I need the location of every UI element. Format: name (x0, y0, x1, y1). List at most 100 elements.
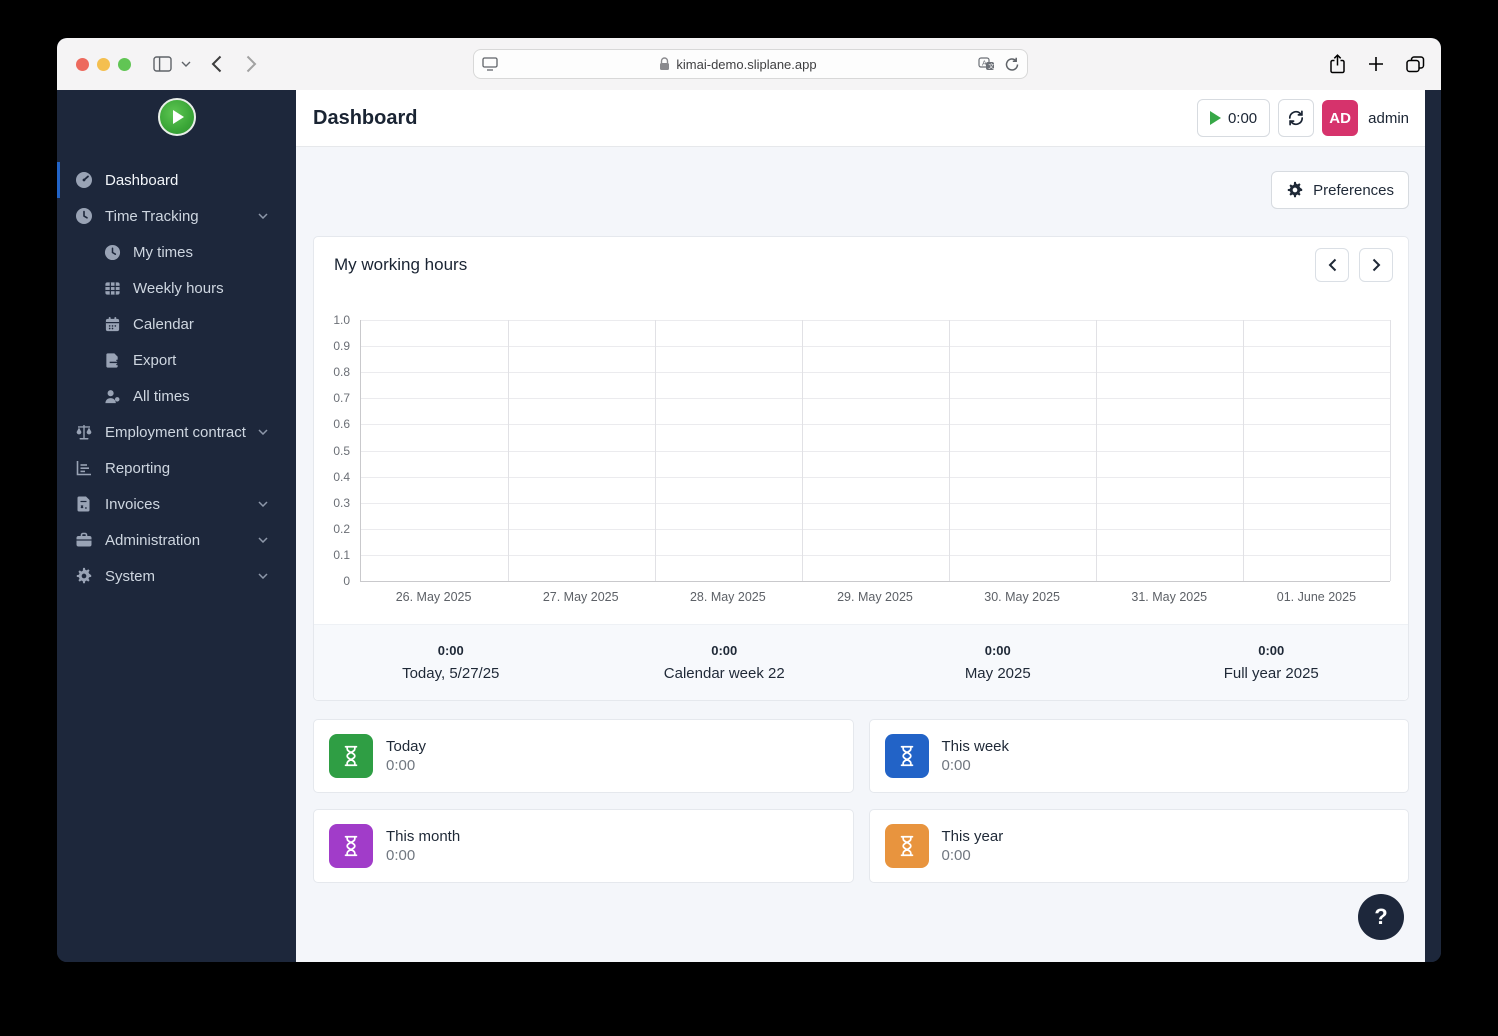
sidebar-item-calendar[interactable]: Calendar (57, 306, 296, 342)
chevron-down-icon (258, 537, 268, 543)
page-appearance-icon[interactable] (482, 57, 498, 71)
header-actions: 0:00 AD admin (1196, 99, 1409, 137)
new-tab-button[interactable] (1368, 56, 1384, 72)
sidebar-item-reporting[interactable]: Reporting (57, 450, 296, 486)
sidebar-item-system[interactable]: System (57, 558, 296, 594)
hourglass-icon (884, 824, 929, 868)
tab-overview-button[interactable] (1406, 55, 1425, 73)
sidebar: Dashboard Time Tracking My times (57, 90, 296, 962)
kimai-logo-icon[interactable] (157, 98, 196, 136)
gridline (654, 320, 656, 581)
window-controls (76, 57, 131, 71)
right-dark-strip (1425, 90, 1441, 962)
gridline (361, 450, 1390, 452)
summary-value: 0:00 (437, 643, 464, 658)
stat-label: This week (941, 738, 1010, 755)
timer-value: 0:00 (1227, 109, 1258, 127)
reload-icon[interactable] (1005, 57, 1019, 72)
sidebar-item-invoices[interactable]: Invoices (57, 486, 296, 522)
sidebar-item-weekly-hours[interactable]: Weekly hours (57, 270, 296, 306)
preferences-button[interactable]: Preferences (1271, 171, 1409, 209)
sidebar-item-all-times[interactable]: All times (57, 378, 296, 414)
gridline (507, 320, 509, 581)
preferences-row: Preferences (313, 171, 1409, 209)
sidebar-menu-chevron[interactable] (181, 61, 191, 67)
user-avatar[interactable]: AD (1322, 100, 1359, 136)
scale-icon (75, 423, 93, 441)
help-button[interactable]: ? (1358, 894, 1404, 940)
minimize-window-button[interactable] (97, 57, 110, 71)
gridline (361, 346, 1390, 348)
gridline (361, 398, 1390, 400)
next-period-button[interactable] (1359, 248, 1393, 282)
invoice-icon (75, 495, 93, 513)
gridline (361, 424, 1390, 426)
chevron-down-icon (258, 573, 268, 579)
zoom-window-button[interactable] (118, 57, 131, 71)
gridline (361, 320, 1390, 321)
y-tick: 0.3 (333, 495, 350, 510)
share-button[interactable] (1329, 54, 1346, 74)
sidebar-item-dashboard[interactable]: Dashboard (57, 162, 296, 198)
refresh-button[interactable] (1278, 99, 1315, 137)
sidebar-item-administration[interactable]: Administration (57, 522, 296, 558)
play-icon (172, 110, 184, 124)
chevron-left-icon (211, 55, 222, 73)
question-mark-icon: ? (1374, 904, 1388, 929)
chevron-down-icon (258, 429, 268, 435)
refresh-icon (1289, 110, 1304, 126)
start-timer-button[interactable]: 0:00 (1196, 99, 1271, 137)
sidebar-toggle-button[interactable] (153, 56, 172, 72)
forward-button[interactable] (246, 55, 257, 73)
plus-icon (1369, 57, 1383, 71)
gridline (361, 554, 1390, 556)
stat-label: Today (386, 738, 427, 755)
hourglass-icon (329, 734, 373, 778)
page-header: Dashboard 0:00 AD admin (296, 90, 1425, 147)
close-window-button[interactable] (76, 57, 89, 71)
sidebar-item-time-tracking[interactable]: Time Tracking (57, 198, 296, 234)
gridline (361, 528, 1390, 530)
gridline (1095, 320, 1097, 581)
sidebar-item-employment-contract[interactable]: Employment contract (57, 414, 296, 450)
summary-label: Calendar week 22 (663, 665, 785, 682)
sidebar-item-export[interactable]: Export (57, 342, 296, 378)
chevron-down-icon (258, 501, 268, 507)
chart-y-axis: 1.0 0.9 0.8 0.7 0.6 0.5 0.4 0.3 0.2 0.1 … (314, 313, 360, 588)
tabs-icon (1406, 55, 1425, 72)
sidebar-item-label: Weekly hours (133, 279, 224, 297)
summary-value: 0:00 (984, 643, 1011, 658)
gridline (361, 372, 1390, 374)
working-hours-title: My working hours (334, 255, 468, 274)
sidebar-item-my-times[interactable]: My times (57, 234, 296, 270)
x-tick: 01. June 2025 (1276, 590, 1357, 604)
clock-icon (103, 243, 121, 261)
file-export-icon (103, 351, 121, 369)
gridline (801, 320, 803, 581)
url-text: kimai-demo.sliplane.app (676, 56, 817, 72)
hourglass-icon (884, 734, 929, 778)
url-text-wrap: kimai-demo.sliplane.app (498, 57, 978, 72)
previous-period-button[interactable] (1315, 248, 1349, 282)
chart-nav (1315, 248, 1393, 282)
share-icon (1330, 54, 1345, 74)
summary-year: 0:00 Full year 2025 (1135, 643, 1409, 682)
y-tick: 1.0 (333, 313, 350, 327)
gridline (361, 502, 1390, 504)
back-button[interactable] (211, 55, 222, 73)
main-column: Dashboard 0:00 AD admin (296, 90, 1425, 962)
sidebar-item-label: Invoices (105, 495, 161, 513)
dashboard-content: Preferences My working hours (296, 147, 1425, 962)
summary-label: Today, 5/27/25 (402, 665, 500, 682)
play-icon (1209, 111, 1221, 125)
gear-icon (1287, 181, 1303, 198)
stat-value: 0:00 (386, 847, 416, 864)
working-hours-chart: 1.0 0.9 0.8 0.7 0.6 0.5 0.4 0.3 0.2 0.1 … (314, 293, 1408, 588)
sidebar-item-label: System (105, 567, 156, 585)
stat-label: This month (386, 828, 461, 845)
x-tick: 29. May 2025 (837, 590, 913, 604)
sidebar-item-label: Export (133, 351, 177, 369)
y-tick: 0.5 (333, 443, 350, 458)
